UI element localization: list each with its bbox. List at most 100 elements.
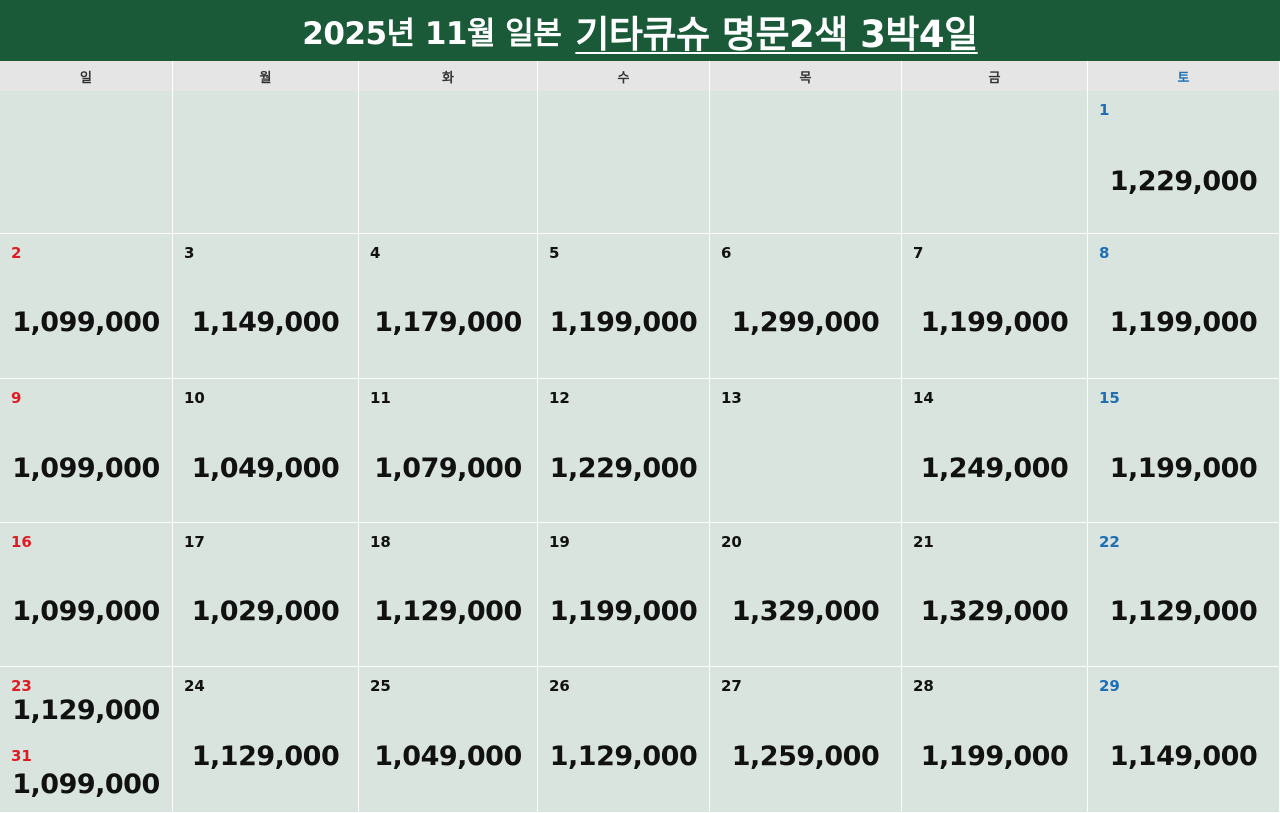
- tour-price: 1,079,000: [374, 453, 522, 484]
- day-number: 10: [184, 389, 205, 407]
- calendar-day-cell: 24 1,129,000: [173, 667, 359, 813]
- weekday-header: 화: [359, 61, 538, 91]
- day-number: 11: [370, 389, 391, 407]
- tour-price: 1,299,000: [731, 307, 880, 338]
- calendar-day-cell: 27 1,259,000: [710, 667, 902, 813]
- calendar-day-cell: 8 1,199,000: [1088, 234, 1280, 379]
- weekday-header: 토: [1088, 61, 1280, 91]
- day-number: 1: [1099, 101, 1110, 119]
- tour-price: 1,229,000: [1109, 166, 1258, 197]
- day-number: 6: [721, 244, 732, 262]
- tour-price: 1,199,000: [920, 741, 1069, 772]
- tour-price: 1,099,000: [12, 307, 160, 338]
- calendar-day-cell: 28 1,199,000: [902, 667, 1088, 813]
- tour-price: 1,149,000: [1109, 741, 1258, 772]
- title-main: 기타큐슈 명문2색 3박4일: [575, 12, 978, 56]
- tour-price: 1,129,000: [374, 596, 522, 627]
- weekday-header: 목: [710, 61, 902, 91]
- weekday-header: 금: [902, 61, 1088, 91]
- calendar-day-cell: 5 1,199,000: [538, 234, 710, 379]
- weekday-header: 수: [538, 61, 710, 91]
- calendar-day-cell: 9 1,099,000: [0, 379, 173, 523]
- tour-price: 1,129,000: [1109, 596, 1258, 627]
- tour-price: 1,149,000: [191, 307, 340, 338]
- calendar-day-cell: 26 1,129,000: [538, 667, 710, 813]
- day-number: 17: [184, 533, 205, 551]
- calendar-day-cell: 21 1,329,000: [902, 523, 1088, 667]
- tour-price: 1,199,000: [549, 596, 698, 627]
- calendar-day-cell: 4 1,179,000: [359, 234, 538, 379]
- calendar-day-cell: [538, 91, 710, 234]
- calendar-day-cell: 29 1,149,000: [1088, 667, 1280, 813]
- tour-price: 1,049,000: [374, 741, 522, 772]
- tour-price: 1,179,000: [374, 307, 522, 338]
- tour-price: 1,049,000: [191, 453, 340, 484]
- calendar-day-cell: 20 1,329,000: [710, 523, 902, 667]
- tour-price: 1,199,000: [920, 307, 1069, 338]
- day-number: 14: [913, 389, 934, 407]
- tour-price: 1,099,000: [12, 596, 160, 627]
- calendar-day-cell: 3 1,149,000: [173, 234, 359, 379]
- tour-price: 1,129,000: [549, 741, 698, 772]
- calendar-day-cell: 6 1,299,000: [710, 234, 902, 379]
- tour-price: 1,099,000: [12, 769, 160, 800]
- calendar-day-cell: 18 1,129,000: [359, 523, 538, 667]
- calendar-day-cell: 23 1,129,000 31 1,099,000: [0, 667, 173, 813]
- calendar-day-cell: 1 1,229,000: [1088, 91, 1280, 234]
- calendar-header: 2025년 11월 일본 기타큐슈 명문2색 3박4일: [0, 0, 1280, 61]
- calendar-day-cell: [710, 91, 902, 234]
- day-number: 26: [549, 677, 570, 695]
- calendar-day-cell: 12 1,229,000: [538, 379, 710, 523]
- day-number: 28: [913, 677, 934, 695]
- tour-price: 1,199,000: [1109, 307, 1258, 338]
- tour-price: 1,329,000: [920, 596, 1069, 627]
- calendar-day-cell: 16 1,099,000: [0, 523, 173, 667]
- weekday-header: 월: [173, 61, 359, 91]
- day-number: 23: [11, 677, 32, 695]
- day-number: 7: [913, 244, 924, 262]
- tour-price: 1,029,000: [191, 596, 340, 627]
- day-number: 9: [11, 389, 22, 407]
- day-number: 15: [1099, 389, 1120, 407]
- tour-price: 1,129,000: [12, 695, 160, 726]
- calendar-day-cell: 19 1,199,000: [538, 523, 710, 667]
- calendar-day-cell: 11 1,079,000: [359, 379, 538, 523]
- day-number: 18: [370, 533, 391, 551]
- day-number: 5: [549, 244, 560, 262]
- day-number: 4: [370, 244, 381, 262]
- day-number: 24: [184, 677, 205, 695]
- day-number: 16: [11, 533, 32, 551]
- calendar-day-cell: 25 1,049,000: [359, 667, 538, 813]
- calendar-day-cell: 13: [710, 379, 902, 523]
- day-number: 12: [549, 389, 570, 407]
- calendar-day-cell: 22 1,129,000: [1088, 523, 1280, 667]
- day-number: 29: [1099, 677, 1120, 695]
- day-number: 20: [721, 533, 742, 551]
- tour-price: 1,199,000: [1109, 453, 1258, 484]
- calendar-day-cell: 15 1,199,000: [1088, 379, 1280, 523]
- day-number: 13: [721, 389, 742, 407]
- tour-price: 1,099,000: [12, 453, 160, 484]
- weekday-header: 일: [0, 61, 173, 91]
- day-number: 8: [1099, 244, 1110, 262]
- tour-price: 1,329,000: [731, 596, 880, 627]
- day-number: 3: [184, 244, 195, 262]
- tour-price: 1,249,000: [920, 453, 1069, 484]
- title-prefix: 2025년 11월 일본: [302, 16, 562, 52]
- tour-price: 1,229,000: [549, 453, 698, 484]
- day-number: 22: [1099, 533, 1120, 551]
- calendar-day-cell: 10 1,049,000: [173, 379, 359, 523]
- tour-price: 1,199,000: [549, 307, 698, 338]
- day-number: 25: [370, 677, 391, 695]
- calendar-day-cell: 14 1,249,000: [902, 379, 1088, 523]
- calendar-day-cell: [173, 91, 359, 234]
- calendar-day-cell: [902, 91, 1088, 234]
- day-number: 19: [549, 533, 570, 551]
- calendar-day-cell: 7 1,199,000: [902, 234, 1088, 379]
- calendar-day-cell: 2 1,099,000: [0, 234, 173, 379]
- tour-price: 1,259,000: [731, 741, 880, 772]
- tour-price: 1,129,000: [191, 741, 340, 772]
- calendar-day-cell: [359, 91, 538, 234]
